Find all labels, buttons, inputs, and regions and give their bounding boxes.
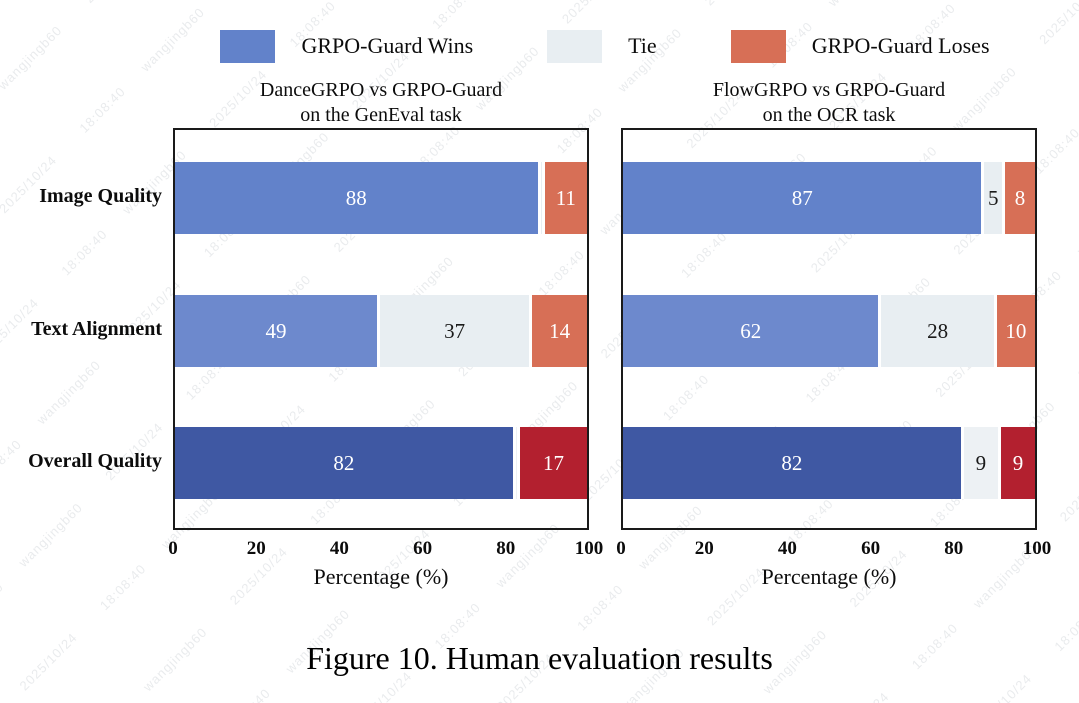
bar-value-label: 87 xyxy=(791,185,813,210)
x-axis-tick-label: 40 xyxy=(777,538,797,559)
x-axis-ticks: 0 20 40 60 80 100 xyxy=(616,538,1051,562)
x-axis-label: Percentage (%) xyxy=(761,564,897,589)
bar-segment: 28 xyxy=(878,295,994,367)
legend-swatch xyxy=(730,29,786,63)
bar-row: 82 9 9 xyxy=(623,427,1035,499)
bar-segment: 62 xyxy=(623,295,879,367)
bar-value-label: 8 xyxy=(1014,185,1026,210)
category-label: Overall Quality xyxy=(28,450,162,472)
category-label: Image Quality xyxy=(39,185,162,207)
bar-row: 49 37 14 xyxy=(175,295,587,367)
bar-value-label: 82 xyxy=(333,450,355,475)
legend-label: GRPO-Guard Wins xyxy=(301,33,474,58)
bar-value-label: 49 xyxy=(265,318,287,343)
plot-area: 88 11 49 37 14 82 17 xyxy=(173,128,589,530)
legend-swatch xyxy=(220,29,276,63)
bar-value-label: 11 xyxy=(555,185,576,210)
x-axis-tick-label: 100 xyxy=(574,538,604,559)
bar-value-label: 9 xyxy=(1012,450,1024,475)
bar-segment: 17 xyxy=(516,427,587,499)
legend-item: GRPO-Guard Wins xyxy=(220,29,474,63)
category-label: Text Alignment xyxy=(31,318,162,340)
bar-row: 62 28 10 xyxy=(623,295,1035,367)
chart-title-line: FlowGRPO vs GRPO-Guard xyxy=(712,79,946,101)
x-axis-tick-label: 20 xyxy=(694,538,714,559)
legend-label: Tie xyxy=(628,33,657,58)
legend-label: GRPO-Guard Loses xyxy=(811,33,990,58)
x-axis-tick-label: 80 xyxy=(944,538,964,559)
x-axis-tick-label: 40 xyxy=(329,538,349,559)
chart-title: DanceGRPO vs GRPO-Guard on the GenEval ta… xyxy=(173,78,589,128)
bar-value-label: 17 xyxy=(542,450,564,475)
bar-segment: 10 xyxy=(993,295,1035,367)
bar-value-label: 28 xyxy=(927,318,949,343)
chart-title-line: DanceGRPO vs GRPO-Guard xyxy=(259,79,503,101)
legend-item: Tie xyxy=(547,29,657,63)
bar-segment: 8 xyxy=(1002,162,1035,234)
bar-row: 88 11 xyxy=(175,162,587,234)
legend-item: GRPO-Guard Loses xyxy=(730,29,990,63)
chart-title: FlowGRPO vs GRPO-Guard on the OCR task xyxy=(621,78,1037,128)
bar-segment: 82 xyxy=(623,427,961,499)
bar-segment xyxy=(512,427,517,499)
bar-segment: 9 xyxy=(997,427,1035,499)
x-axis-tick-label: 60 xyxy=(413,538,433,559)
x-axis-tick-label: 60 xyxy=(861,538,881,559)
bar-value-label: 10 xyxy=(1005,318,1027,343)
legend: GRPO-Guard Wins Tie GRPO-Guard Loses xyxy=(173,26,1037,66)
x-axis-tick-label: 0 xyxy=(168,538,178,559)
figure-caption: Figure 10. Human evaluation results xyxy=(306,640,773,676)
x-axis-tick-label: 100 xyxy=(1022,538,1052,559)
bar-segment: 49 xyxy=(175,295,377,367)
bar-segment: 5 xyxy=(981,162,1003,234)
bar-segment: 11 xyxy=(541,162,587,234)
chart-ocr: FlowGRPO vs GRPO-Guard on the OCR task 87… xyxy=(616,78,1051,618)
bar-segment xyxy=(537,162,542,234)
x-axis-label: Percentage (%) xyxy=(313,564,449,589)
bar-segment: 9 xyxy=(960,427,998,499)
chart-title-line: on the GenEval task xyxy=(300,104,462,126)
bar-value-label: 62 xyxy=(740,318,762,343)
x-axis-tick-label: 0 xyxy=(616,538,626,559)
x-axis-tick-label: 20 xyxy=(246,538,266,559)
bar-value-label: 9 xyxy=(975,450,987,475)
bar-value-label: 88 xyxy=(345,185,367,210)
bar-segment: 88 xyxy=(175,162,538,234)
bar-row: 82 17 xyxy=(175,427,587,499)
bar-segment: 87 xyxy=(623,162,982,234)
bar-segment: 82 xyxy=(175,427,513,499)
plot-area: 87 5 8 62 28 10 82 9 9 xyxy=(621,128,1037,530)
x-axis-ticks: 0 20 40 60 80 100 xyxy=(168,538,603,562)
bar-row: 87 5 8 xyxy=(623,162,1035,234)
chart-geneval: DanceGRPO vs GRPO-Guard on the GenEval ta… xyxy=(168,78,603,618)
bar-segment: 37 xyxy=(376,295,530,367)
x-axis-tick-label: 80 xyxy=(496,538,516,559)
legend-swatch xyxy=(547,29,603,63)
bar-segment: 14 xyxy=(529,295,587,367)
bar-value-label: 14 xyxy=(549,318,571,343)
bar-value-label: 82 xyxy=(781,450,803,475)
bar-value-label: 5 xyxy=(987,185,999,210)
bar-value-label: 37 xyxy=(444,318,466,343)
chart-title-line: on the OCR task xyxy=(762,104,896,126)
